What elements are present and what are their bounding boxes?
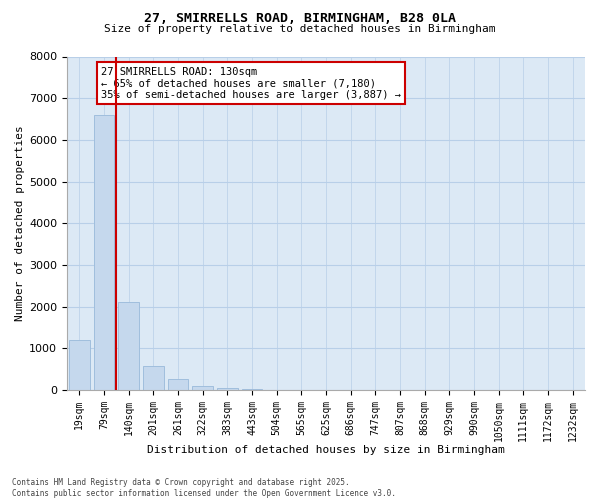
Text: Contains HM Land Registry data © Crown copyright and database right 2025.
Contai: Contains HM Land Registry data © Crown c… [12,478,396,498]
Bar [118,302,139,390]
Bar [242,389,262,390]
Bar [167,379,188,390]
Y-axis label: Number of detached properties: Number of detached properties [15,126,25,321]
Text: Size of property relative to detached houses in Birmingham: Size of property relative to detached ho… [104,24,496,34]
Bar [143,366,164,390]
Text: 27 SMIRRELLS ROAD: 130sqm
← 65% of detached houses are smaller (7,180)
35% of se: 27 SMIRRELLS ROAD: 130sqm ← 65% of detac… [101,66,401,100]
X-axis label: Distribution of detached houses by size in Birmingham: Distribution of detached houses by size … [147,445,505,455]
Text: 27, SMIRRELLS ROAD, BIRMINGHAM, B28 0LA: 27, SMIRRELLS ROAD, BIRMINGHAM, B28 0LA [144,12,456,26]
Bar [217,388,238,390]
Bar [192,386,213,390]
Bar [94,115,115,390]
Bar [69,340,90,390]
